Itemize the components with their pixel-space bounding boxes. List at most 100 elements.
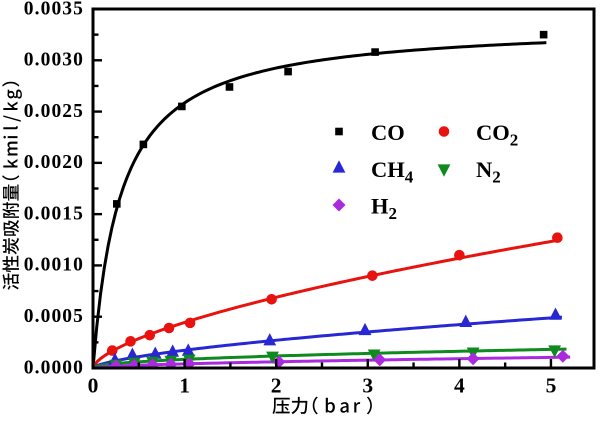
legend-entry-H2: H2 — [332, 194, 397, 224]
series-points-CO — [113, 30, 548, 208]
legend-label-subscript: 2 — [389, 204, 398, 223]
glyph — [325, 397, 335, 413]
point-CO2 — [144, 329, 156, 341]
glyph — [3, 126, 18, 130]
ticks — [91, 7, 553, 370]
point-CO — [539, 30, 548, 39]
glyph — [2, 273, 19, 290]
tick-labels: 0 1 2 3 4 5 0.0000 0.0005 0.0010 0.0015 0.0020 0.00… — [24, 0, 557, 398]
point-CH4 — [358, 322, 372, 336]
legend-label-main: H — [371, 194, 389, 219]
legend-entry-CO: CO — [335, 120, 405, 145]
legend-label-H2: H2 — [371, 194, 397, 224]
point-CO — [139, 140, 148, 149]
legend-label-N2: N2 — [476, 157, 501, 187]
point-CH4 — [148, 346, 162, 359]
glyph — [3, 219, 20, 236]
legend-label-CO2: CO2 — [476, 120, 518, 150]
point-CO2 — [125, 336, 136, 347]
point-CO — [284, 67, 292, 76]
glyph — [2, 255, 19, 273]
glyph — [312, 396, 318, 415]
y-tick-label: 0.0035 — [24, 0, 84, 19]
point-H2 — [466, 352, 480, 366]
glyph — [3, 101, 18, 111]
legend-label-subscript: 4 — [405, 168, 414, 187]
point-CH4 — [166, 344, 180, 357]
y-tick-label: 0.0010 — [24, 255, 84, 276]
y-axis-title — [2, 81, 22, 290]
point-CH4 — [263, 333, 277, 346]
point-CO2 — [454, 249, 465, 261]
legend-entry-N2: N2 — [437, 157, 501, 187]
point-CO2 — [552, 232, 563, 244]
point-CO2 — [184, 317, 196, 329]
glyph — [366, 396, 372, 415]
glyph — [3, 159, 18, 168]
x-axis-title — [272, 396, 372, 415]
legend-marker-CO2 — [438, 126, 450, 137]
series-points-CO2 — [106, 232, 563, 356]
glyph — [3, 115, 21, 122]
point-CO2 — [106, 345, 118, 356]
point-CH4 — [549, 307, 562, 320]
legend-marker-H2 — [332, 198, 346, 212]
legend-marker-CO — [335, 127, 343, 136]
legend-label-CO: CO — [371, 120, 405, 145]
glyph — [340, 402, 349, 413]
point-H2 — [182, 357, 196, 370]
glyph — [3, 184, 19, 201]
point-CO2 — [266, 293, 277, 305]
x-tick-label: 0 — [88, 374, 99, 398]
y-tick-label: 0.0015 — [24, 203, 84, 224]
point-CO2 — [367, 270, 378, 281]
point-CO2 — [163, 322, 175, 334]
legend-label-main: CO — [476, 120, 510, 145]
legend-entry-CO2: CO2 — [438, 120, 518, 150]
legend-marker-N2 — [437, 164, 451, 177]
glyph — [2, 175, 20, 181]
point-CO — [113, 200, 121, 208]
legend-label-CH4: CH4 — [371, 157, 414, 187]
x-tick-label: 4 — [454, 374, 465, 398]
y-tick-label: 0.0000 — [24, 357, 84, 378]
point-H2 — [556, 349, 570, 363]
fit-curve-CO — [91, 41, 547, 369]
point-CO — [225, 83, 234, 91]
x-tick-label: 3 — [362, 374, 373, 398]
y-tick-label: 0.0030 — [24, 50, 84, 71]
point-CH4 — [125, 347, 139, 360]
legend-label-subscript: 2 — [492, 168, 501, 187]
point-N2 — [548, 345, 562, 358]
y-tick-label: 0.0005 — [24, 306, 84, 327]
y-tick-label: 0.0020 — [24, 152, 84, 173]
legend-label-subscript: 2 — [510, 131, 519, 150]
point-CH4 — [459, 314, 473, 327]
point-H2 — [373, 353, 387, 367]
legend-label-main: CO — [371, 120, 405, 145]
legend-marker-CH4 — [332, 160, 346, 173]
glyph — [354, 402, 361, 413]
x-tick-label: 1 — [179, 374, 190, 398]
glyph — [7, 89, 22, 99]
glyph — [2, 237, 20, 255]
glyph — [2, 81, 20, 87]
glyph — [7, 141, 18, 156]
point-CH4 — [181, 343, 195, 356]
legend-label-main: CH — [371, 157, 405, 182]
x-tick-label: 2 — [271, 374, 282, 398]
axes — [91, 7, 596, 370]
glyph — [272, 397, 290, 415]
glyph — [2, 202, 19, 218]
x-tick-label: 5 — [546, 374, 557, 398]
glyph — [291, 396, 308, 415]
point-CO — [371, 48, 379, 56]
legend-entry-CH4: CH4 — [332, 157, 414, 187]
plot-border — [91, 7, 596, 370]
point-CO — [178, 102, 186, 111]
legend-label-main: N — [476, 157, 492, 182]
